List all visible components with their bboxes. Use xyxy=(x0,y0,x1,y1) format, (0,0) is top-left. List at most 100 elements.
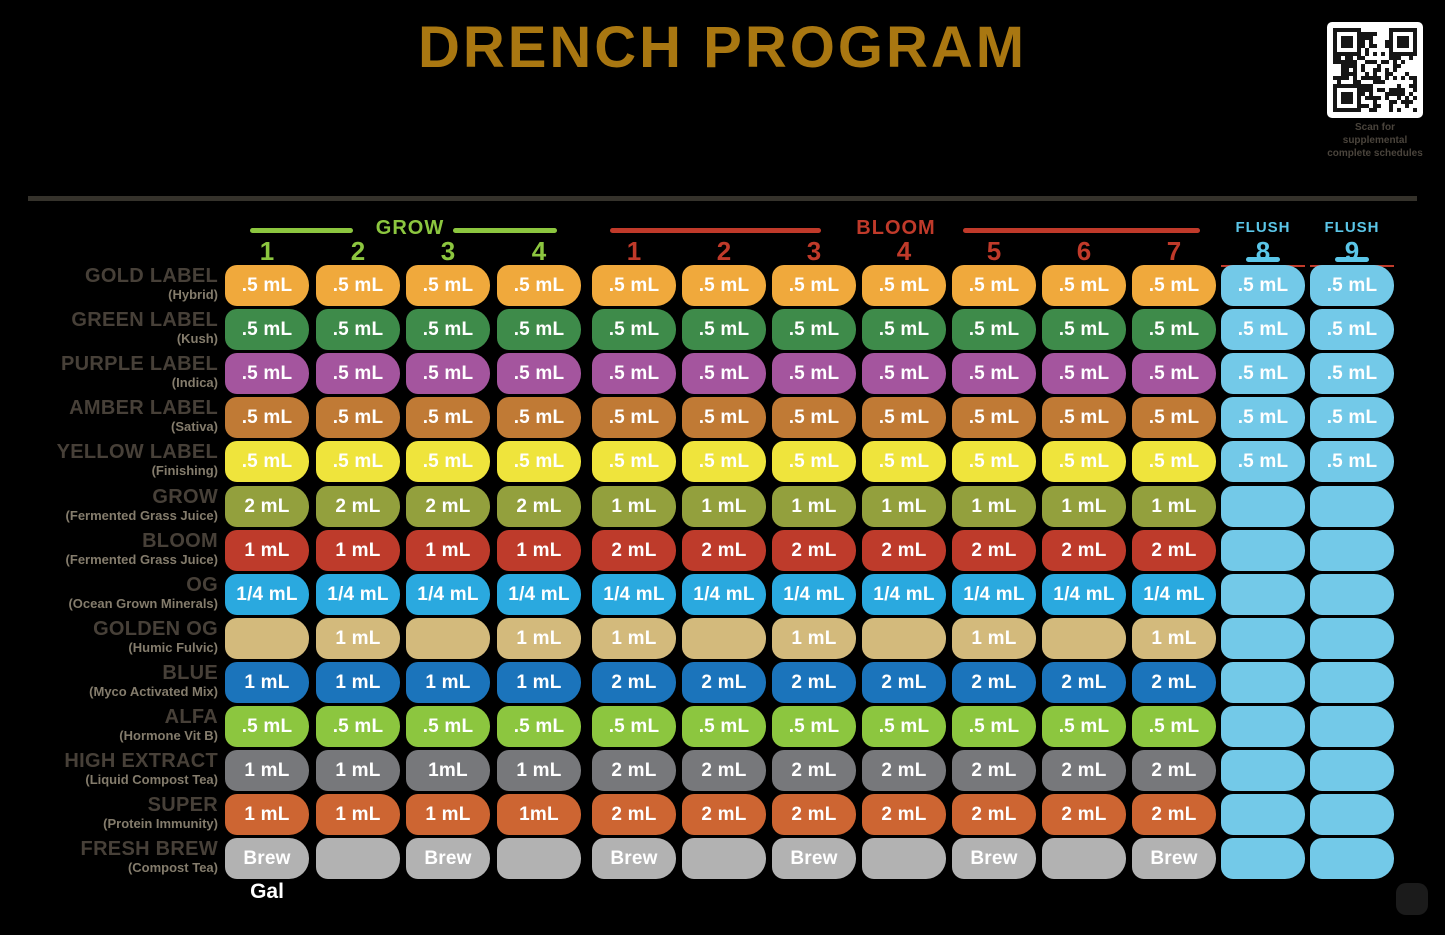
row-label: PURPLE LABEL (Indica) xyxy=(0,353,218,391)
dose-cell: .5 mL xyxy=(406,397,490,438)
dose-cell: .5 mL xyxy=(497,441,581,482)
dose-cell: 1/4 mL xyxy=(862,574,946,615)
dose-cell: .5 mL xyxy=(592,706,676,747)
row-name: PURPLE LABEL xyxy=(61,353,218,375)
row-label: ALFA (Hormone Vit B) xyxy=(0,707,218,744)
row-name: YELLOW LABEL xyxy=(56,441,218,463)
week-number: 4 xyxy=(896,236,912,266)
dose-cell: .5 mL xyxy=(497,706,581,747)
dose-cell xyxy=(682,618,766,659)
dose-cell: .5 mL xyxy=(1042,441,1126,482)
dose-cell: .5 mL xyxy=(1310,309,1394,350)
dose-cell: .5 mL xyxy=(682,265,766,306)
dose-cell: .5 mL xyxy=(406,441,490,482)
dose-cell xyxy=(1310,794,1394,835)
row-subtitle: (Kush) xyxy=(176,331,218,346)
dose-cell: 2 mL xyxy=(1042,750,1126,791)
dose-cell: 1/4 mL xyxy=(1132,574,1216,615)
header-divider xyxy=(28,196,1417,201)
dose-cell xyxy=(1310,486,1394,527)
dose-cell: 1 mL xyxy=(225,750,309,791)
dose-cell: .5 mL xyxy=(1310,353,1394,394)
dose-cell xyxy=(1310,618,1394,659)
dose-cell: 2 mL xyxy=(592,750,676,791)
dose-cell: .5 mL xyxy=(497,353,581,394)
row-subtitle: (Myco Activated Mix) xyxy=(89,684,218,699)
row-name: SUPER xyxy=(147,794,218,816)
unit-note: Gal xyxy=(250,880,284,903)
dose-cell xyxy=(225,618,309,659)
dose-cell xyxy=(1221,662,1305,703)
row-label: GROW (Fermented Grass Juice) xyxy=(0,487,218,524)
dose-cell: 1/4 mL xyxy=(952,574,1036,615)
dose-cell: .5 mL xyxy=(952,441,1036,482)
grow-line-left xyxy=(250,228,353,233)
dose-cell: .5 mL xyxy=(1132,706,1216,747)
dose-cell: .5 mL xyxy=(772,397,856,438)
brand-mark-icon xyxy=(1396,883,1428,915)
dose-cell: .5 mL xyxy=(952,309,1036,350)
dose-cell xyxy=(1221,750,1305,791)
row-name: FRESH BREW xyxy=(80,838,218,860)
dose-cell xyxy=(1221,574,1305,615)
dose-cell xyxy=(1310,706,1394,747)
dose-cell: 1/4 mL xyxy=(225,574,309,615)
dose-cell: 2 mL xyxy=(862,530,946,571)
row-subtitle: (Humic Fulvic) xyxy=(128,640,218,655)
dose-cell: 2 mL xyxy=(592,662,676,703)
row-name: HIGH EXTRACT xyxy=(64,750,218,772)
row-subtitle: (Indica) xyxy=(171,375,218,390)
dose-cell: .5 mL xyxy=(497,265,581,306)
dose-cell: .5 mL xyxy=(497,397,581,438)
dose-cell: 1 mL xyxy=(497,618,581,659)
dose-cell: .5 mL xyxy=(225,706,309,747)
dose-cell: 1 mL xyxy=(225,794,309,835)
dose-cell: 2 mL xyxy=(592,530,676,571)
dose-cell: .5 mL xyxy=(1310,441,1394,482)
dose-cell: .5 mL xyxy=(406,265,490,306)
row-subtitle: (Finishing) xyxy=(151,463,218,478)
dose-cell xyxy=(1310,530,1394,571)
dose-cell: .5 mL xyxy=(862,441,946,482)
dose-cell xyxy=(1310,662,1394,703)
dose-cell: .5 mL xyxy=(772,441,856,482)
dose-cell: .5 mL xyxy=(406,353,490,394)
dose-cell: 1/4 mL xyxy=(497,574,581,615)
dose-cell: .5 mL xyxy=(862,353,946,394)
dose-cell: 1 mL xyxy=(316,530,400,571)
dose-cell: .5 mL xyxy=(772,265,856,306)
dose-cell: 2 mL xyxy=(952,530,1036,571)
dose-cell: .5 mL xyxy=(225,353,309,394)
dose-cell: 2 mL xyxy=(772,662,856,703)
row-label: GOLDEN OG (Humic Fulvic) xyxy=(0,619,218,656)
qr-caption: Scan for supplemental complete schedules xyxy=(1293,121,1445,160)
dose-cell: .5 mL xyxy=(1042,353,1126,394)
dose-cell: Brew xyxy=(592,838,676,879)
dose-cell: 1 mL xyxy=(682,486,766,527)
dose-cell: 1 mL xyxy=(592,618,676,659)
dose-cell: 2 mL xyxy=(592,794,676,835)
dose-cell: 1 mL xyxy=(1132,486,1216,527)
dose-cell: .5 mL xyxy=(592,441,676,482)
dose-cell: 1 mL xyxy=(497,750,581,791)
dose-cell xyxy=(1042,618,1126,659)
dose-cell: .5 mL xyxy=(772,706,856,747)
dose-cell: .5 mL xyxy=(772,353,856,394)
phase-label-flush-9: FLUSH xyxy=(1324,219,1380,236)
dose-cell xyxy=(1310,574,1394,615)
row-label: YELLOW LABEL (Finishing) xyxy=(0,441,218,479)
dose-cell: 2 mL xyxy=(497,486,581,527)
dose-cell: Brew xyxy=(1132,838,1216,879)
qr-caption-line: Scan for xyxy=(1354,122,1395,133)
dose-cell: .5 mL xyxy=(1132,353,1216,394)
dose-cell: .5 mL xyxy=(1132,397,1216,438)
row-label: BLOOM (Fermented Grass Juice) xyxy=(0,531,218,568)
week-number: 1 xyxy=(259,236,275,266)
row-label: OG (Ocean Grown Minerals) xyxy=(0,575,218,612)
dose-cell: .5 mL xyxy=(682,309,766,350)
dose-cell: .5 mL xyxy=(316,397,400,438)
dose-cell: 1/4 mL xyxy=(772,574,856,615)
week-number: 8 xyxy=(1255,236,1271,266)
dose-cell: 2 mL xyxy=(682,750,766,791)
